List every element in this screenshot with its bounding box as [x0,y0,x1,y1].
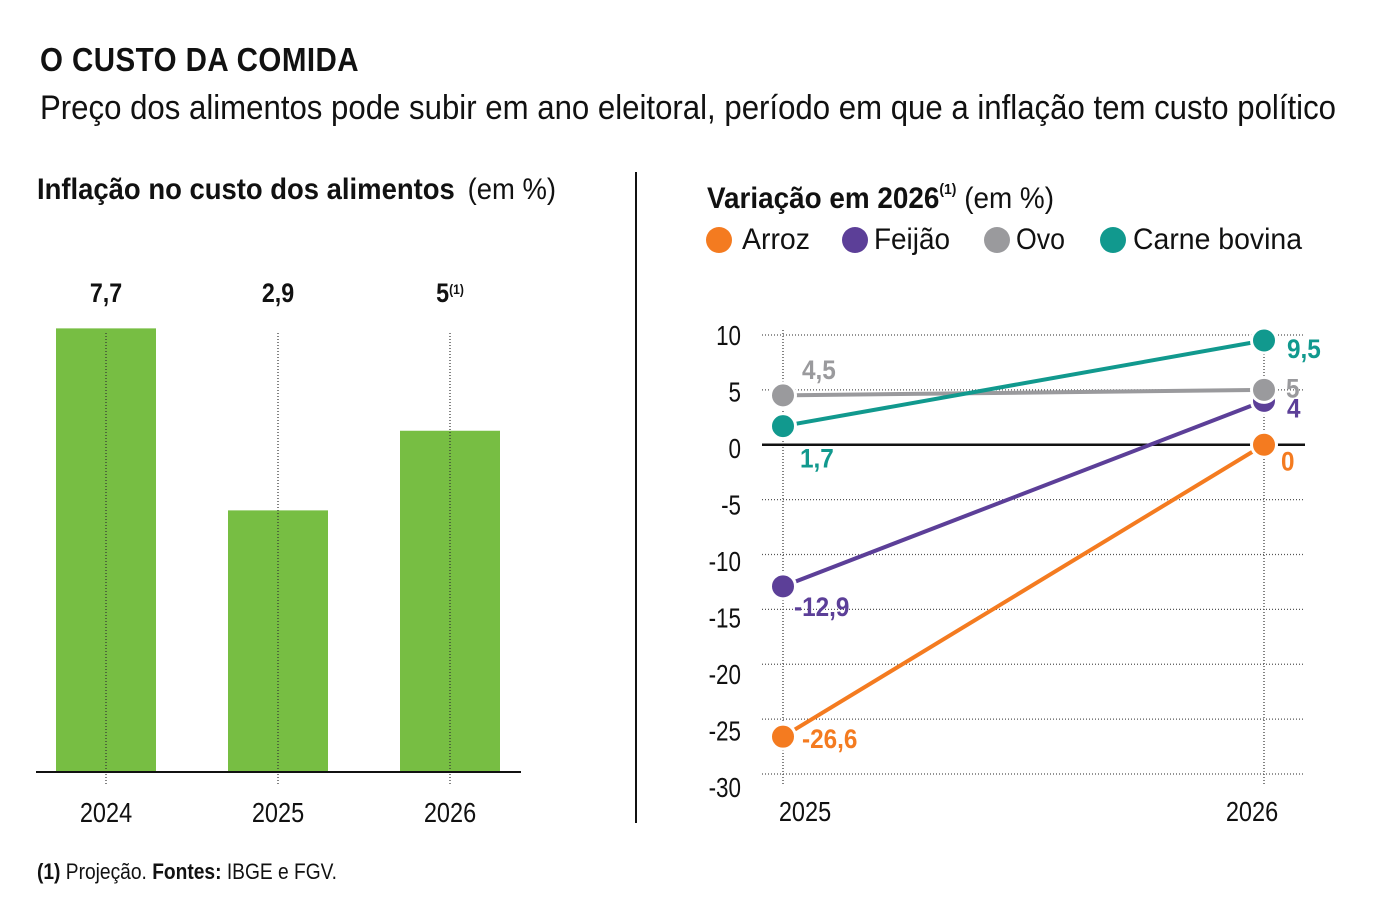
data-point [1250,430,1278,459]
bar-2025 [228,510,328,772]
legend-label: Arroz [742,223,810,256]
y-tick-label: -5 [721,490,741,521]
bar-chart-heading: Inflação no custo dos alimentos (em %) [37,175,556,205]
data-point-label: 0 [1281,446,1295,476]
y-tick-label: 0 [729,433,742,464]
line-chart-unit: (em %) [964,182,1054,215]
y-tick-label: -30 [709,772,741,803]
line-chart-title-note: (1) [939,181,957,198]
page-title-text: O CUSTO DA COMIDA [40,41,359,78]
data-point-label: 1,7 [800,444,834,474]
series-line-2 [782,387,1265,398]
legend-item-ovo: Ovo [1016,225,1065,255]
panel-divider [635,172,637,823]
legend-dot-ovo [984,227,1010,253]
x-tick-label: 2025 [779,796,831,827]
bar-2026 [400,430,500,772]
footnote-marker: (1) [37,859,61,884]
data-point-label: 5 [1286,373,1300,403]
data-point [1250,375,1278,404]
bar-value-text: 5 [436,278,449,308]
y-tick-label: 5 [729,377,742,408]
data-point-label: 4 [1287,393,1301,423]
bar-value-text: 2,9 [262,278,294,308]
series-line-0 [781,443,1266,739]
footnote-sources: IBGE e FGV. [226,859,337,884]
legend-dot-arroz [706,227,732,253]
data-point-label: 4,5 [802,355,836,385]
bar-value-label: 5(1) [436,278,464,308]
page-subtitle: Preço dos alimentos pode subir em ano el… [40,91,1336,125]
legend-label: Ovo [1016,223,1065,256]
y-tick-label: -15 [709,603,741,634]
line-chart: 10 5 0 -5 -10 -15 -20 -25 -30 2025 2026 -26,6 0 -12,9… [709,320,1321,827]
data-point-label: -12,9 [794,592,849,622]
bar-chart-title: Inflação no custo dos alimentos [37,173,455,206]
bar-value-label: 7,7 [90,278,122,308]
data-point-label: 9,5 [1287,334,1321,364]
legend-dot-feijao [842,227,868,253]
footnote: (1) Projeção. Fontes: IBGE e FGV. [37,861,337,883]
bar-chart: 7,7 2024 2,9 2025 5(1) 2026 [36,278,521,828]
legend-label: Carne bovina [1133,223,1302,256]
line-chart-heading-inner: Variação em 2026(1) (em %) [707,175,1054,214]
footnote-note: Projeção. [65,859,147,884]
line-chart-heading: Variação em 2026(1) (em %) [707,175,1054,214]
bar-value-note: (1) [449,281,464,297]
bar-chart-heading-inner: Inflação no custo dos alimentos (em %) [37,175,556,205]
x-tick-label: 2026 [424,797,476,828]
bar-chart-unit: (em %) [467,173,556,206]
x-tick-label: 2025 [252,797,304,828]
bar-value-text: 7,7 [90,278,122,308]
y-tick-label: 10 [716,320,741,351]
legend-item-carne-bovina: Carne bovina [1133,225,1302,255]
x-tick-label: 2026 [1226,796,1278,827]
y-tick-label: -10 [709,546,741,577]
y-tick-label: -25 [709,716,741,747]
page-title: O CUSTO DA COMIDA [40,43,359,76]
data-point [769,572,797,601]
legend-label: Feijão [874,223,950,256]
x-tick-label: 2024 [80,797,132,828]
data-point [769,412,797,441]
footnote-inner: (1) Projeção. Fontes: IBGE e FGV. [37,861,337,883]
series-line-3 [782,338,1265,429]
data-point-label: -26,6 [802,724,857,754]
footnote-sources-label: Fontes: [152,859,222,884]
y-tick-label: -20 [709,659,741,690]
series-line-1 [782,398,1265,589]
legend-item-feijao: Feijão [874,225,950,255]
line-chart-title: Variação em 2026 [707,182,940,215]
data-point [769,722,797,751]
page-subtitle-text: Preço dos alimentos pode subir em ano el… [40,89,1336,127]
data-point [1250,326,1278,355]
legend-dot-carne-bovina [1100,227,1126,253]
data-point [769,381,797,410]
legend-item-arroz: Arroz [742,225,810,255]
bar-value-label: 2,9 [262,278,294,308]
